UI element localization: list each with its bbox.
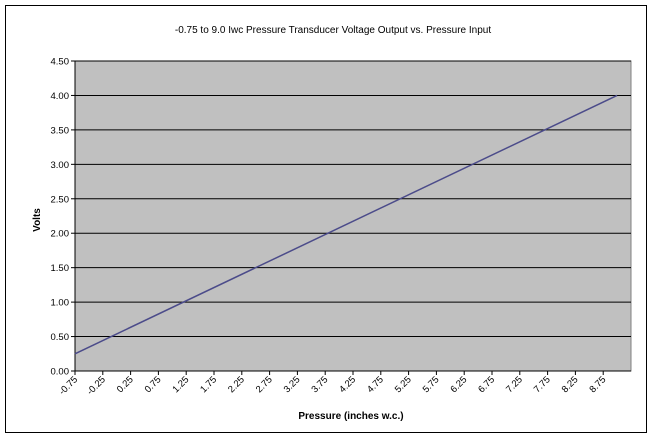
grid-lines bbox=[71, 60, 631, 372]
x-tick-label: 1.25 bbox=[170, 374, 191, 395]
x-tick-label: 6.75 bbox=[476, 374, 497, 395]
x-tick-label: 3.75 bbox=[309, 374, 330, 395]
x-tick-label: 8.25 bbox=[560, 374, 581, 395]
y-tick-label: 0.50 bbox=[51, 332, 70, 343]
x-tick-label: 4.75 bbox=[365, 374, 386, 395]
x-tick-label: 0.75 bbox=[143, 374, 164, 395]
x-tick-label: 3.25 bbox=[282, 374, 303, 395]
series-line bbox=[74, 94, 618, 355]
x-tick-label: 8.75 bbox=[587, 374, 608, 395]
chart-title: -0.75 to 9.0 Iwc Pressure Transducer Vol… bbox=[175, 25, 491, 36]
chart-container: -0.75 to 9.0 Iwc Pressure Transducer Vol… bbox=[5, 5, 647, 433]
y-axis-title: Volts bbox=[32, 208, 43, 232]
x-tick-label: 5.75 bbox=[421, 374, 442, 395]
y-tick-label: 3.00 bbox=[51, 160, 70, 171]
x-tick-labels: -0.75 -0.25 0.25 0.75 1.25 1.75 2.25 2.75 3.25 3.… bbox=[57, 371, 608, 397]
x-tick-label: 5.25 bbox=[393, 374, 414, 395]
axes bbox=[74, 61, 631, 372]
chart: -0.75 to 9.0 Iwc Pressure Transducer Vol… bbox=[32, 25, 632, 422]
x-tick-label: -0.75 bbox=[57, 374, 80, 397]
y-tick-label: 1.50 bbox=[51, 263, 70, 274]
x-tick-label: 0.25 bbox=[115, 374, 136, 395]
x-tick-label: -0.25 bbox=[85, 374, 108, 397]
y-tick-label: 2.50 bbox=[51, 194, 70, 205]
y-tick-label: 3.50 bbox=[51, 125, 70, 136]
x-axis-title: Pressure (inches w.c.) bbox=[298, 411, 403, 422]
series-group bbox=[74, 94, 618, 355]
x-tick-label: 7.75 bbox=[532, 374, 553, 395]
x-tick-label: 6.25 bbox=[448, 374, 469, 395]
x-tick-label: 7.25 bbox=[504, 374, 525, 395]
x-tick-label: 2.25 bbox=[226, 374, 247, 395]
y-tick-labels: 0.00 0.50 1.00 1.50 2.00 2.50 3.00 3.50 4.00 4.50 bbox=[51, 57, 70, 378]
x-tick-label: 1.75 bbox=[198, 374, 219, 395]
x-tick-label: 4.25 bbox=[337, 374, 358, 395]
y-tick-label: 4.00 bbox=[51, 91, 70, 102]
y-tick-label: 2.00 bbox=[51, 229, 70, 240]
y-tick-label: 4.50 bbox=[51, 57, 70, 68]
y-tick-label: 1.00 bbox=[51, 298, 70, 309]
x-tick-label: 2.75 bbox=[254, 374, 275, 395]
plot-area bbox=[74, 60, 632, 372]
y-tick-label: 0.00 bbox=[51, 367, 70, 378]
